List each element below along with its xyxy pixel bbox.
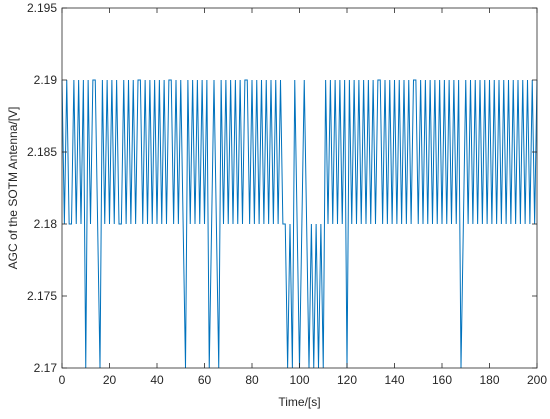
y-axis-label: AGC of the SOTM Antenna/[V] [6,107,20,270]
x-tick-label: 200 [527,373,547,387]
x-axis-label: Time/[s] [278,395,320,409]
y-tick-label: 2.18 [34,217,58,231]
y-tick-label: 2.19 [34,73,58,87]
x-tick-label: 40 [150,373,164,387]
y-tick-label: 2.195 [27,1,57,15]
x-tick-label: 100 [289,373,309,387]
x-tick-label: 20 [103,373,117,387]
plot-area [62,8,537,368]
y-tick-label: 2.17 [34,361,58,375]
x-tick-label: 80 [245,373,259,387]
x-tick-label: 0 [59,373,66,387]
x-tick-label: 60 [198,373,212,387]
x-tick-label: 120 [337,373,357,387]
y-tick-label: 2.185 [27,145,57,159]
x-tick-label: 160 [432,373,452,387]
x-tick-label: 140 [384,373,404,387]
y-tick-label: 2.175 [27,289,57,303]
x-tick-label: 180 [479,373,499,387]
